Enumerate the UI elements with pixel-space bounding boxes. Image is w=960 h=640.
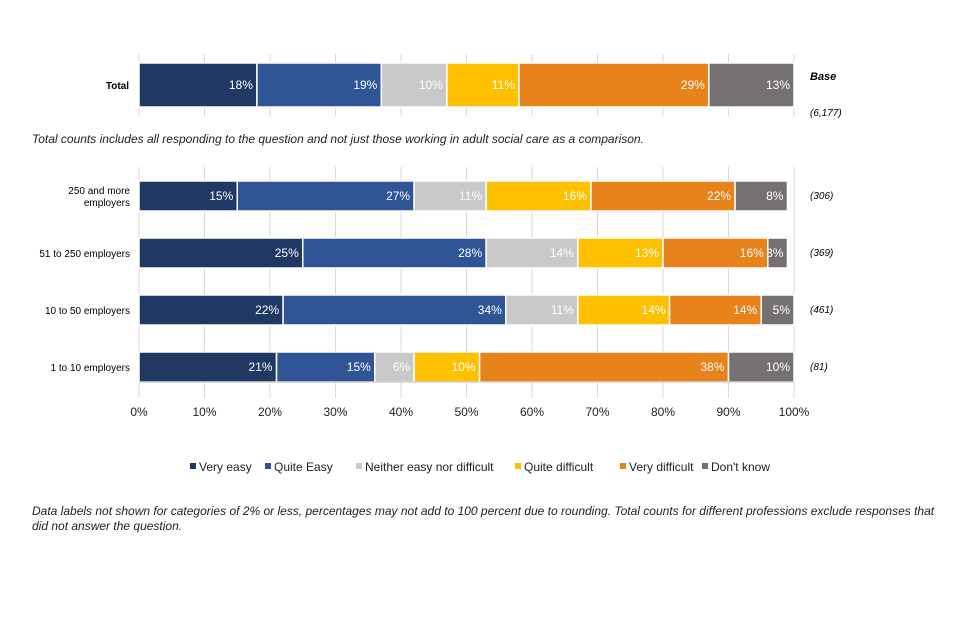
bar-row-0-data-label: 11% [459, 189, 482, 203]
total-bar-data-label: 13% [766, 78, 790, 92]
footer-note-line-1: Data labels not shown for categories of … [32, 504, 935, 518]
bar-row-1-data-label: 14% [550, 246, 574, 260]
x-tick-label: 70% [585, 405, 609, 419]
total-bar-segment-1 [256, 62, 383, 108]
bar-row-1-segment-5 [767, 237, 789, 269]
total-bar-segment-2 [380, 62, 448, 108]
total-bar-data-label: 19% [353, 78, 377, 92]
bar-row-2-segment-4 [668, 294, 762, 326]
legend-swatch-3 [515, 463, 521, 469]
legend-label: Neither easy nor difficult [365, 460, 494, 474]
legend-swatch-1 [265, 463, 271, 469]
bar-row-0-data-label: 22% [707, 189, 731, 203]
total-note: Total counts includes all responding to … [32, 132, 644, 146]
base-header: Base [810, 71, 836, 83]
bar-row-2-data-label: 14% [642, 303, 666, 317]
legend-swatch-4 [620, 463, 626, 469]
total-bar-data-label: 18% [229, 78, 253, 92]
bar-row-2-data-label: 5% [773, 303, 791, 317]
bar-row-3-segment-0 [138, 351, 278, 383]
bar-row-2-segment-5 [760, 294, 795, 326]
total-bar-data-label: 11% [492, 78, 515, 92]
legend-swatch-5 [702, 463, 708, 469]
base-count: (306) [810, 191, 833, 202]
bar-row-2-segment-1 [282, 294, 507, 326]
total-bar-data-label: 10% [419, 78, 443, 92]
total-bar-segment-0 [138, 62, 258, 108]
bar-row-0-segment-1 [236, 180, 415, 212]
category-label: 1 to 10 employers [51, 363, 131, 374]
footer-note-line-2: did not answer the question. [32, 519, 183, 533]
category-label: 51 to 250 employers [39, 249, 130, 260]
legend-label: Very difficult [629, 460, 694, 474]
base-count: (81) [810, 362, 828, 373]
x-tick-label: 100% [779, 405, 810, 419]
x-tick-label: 60% [520, 405, 544, 419]
x-tick-label: 0% [130, 405, 148, 419]
total-bar-segment-3 [446, 62, 520, 108]
bar-row-3-data-label: 15% [347, 360, 371, 374]
total-base-count: (6,177) [810, 108, 842, 119]
bar-row-3-segment-4 [478, 351, 730, 383]
bar-row-0-data-label: 27% [386, 189, 410, 203]
x-tick-label: 50% [454, 405, 478, 419]
bar-row-1-data-label: 3% [766, 246, 784, 260]
bar-row-2-data-label: 11% [551, 303, 574, 317]
bar-row-1-segment-2 [485, 237, 579, 269]
bar-row-0-data-label: 15% [209, 189, 233, 203]
total-category-label: Total [106, 81, 129, 92]
bar-row-1-segment-0 [138, 237, 304, 269]
bar-row-1-segment-1 [302, 237, 487, 269]
bar-row-1-data-label: 13% [635, 246, 659, 260]
base-count: (369) [810, 248, 833, 259]
legend-swatch-0 [190, 463, 196, 469]
footer-note: Data labels not shown for categories of … [32, 504, 934, 534]
bar-row-1-data-label: 28% [458, 246, 482, 260]
bar-row-2-data-label: 14% [733, 303, 757, 317]
bar-row-3-data-label: 6% [393, 360, 411, 374]
category-label: employers [84, 198, 130, 209]
total-bar-segment-4 [518, 62, 710, 108]
legend-swatch-2 [356, 463, 362, 469]
x-tick-label: 10% [192, 405, 216, 419]
legend-label: Don't know [711, 460, 770, 474]
x-tick-label: 90% [716, 405, 740, 419]
total-bar-segment-5 [708, 62, 795, 108]
bar-row-0-segment-0 [138, 180, 238, 212]
bar-row-3-data-label: 21% [249, 360, 273, 374]
bar-row-2-data-label: 34% [478, 303, 502, 317]
x-tick-label: 80% [651, 405, 675, 419]
category-label: 10 to 50 employers [45, 306, 130, 317]
bar-row-3-data-label: 10% [452, 360, 476, 374]
bar-row-0-data-label: 8% [766, 189, 784, 203]
bar-row-2-segment-0 [138, 294, 284, 326]
bar-row-0-data-label: 16% [563, 189, 587, 203]
bar-row-3-data-label: 10% [766, 360, 790, 374]
total-bar-data-label: 29% [681, 78, 705, 92]
bar-row-0-segment-5 [734, 180, 789, 212]
x-tick-label: 30% [323, 405, 347, 419]
bar-row-3-segment-1 [275, 351, 376, 383]
bar-row-1-data-label: 25% [275, 246, 299, 260]
x-tick-label: 20% [258, 405, 282, 419]
legend-label: Quite Easy [274, 460, 333, 474]
category-label: 250 and more [68, 186, 130, 197]
legend-label: Very easy [199, 460, 252, 474]
bar-row-0-segment-3 [485, 180, 592, 212]
bar-row-1-data-label: 16% [740, 246, 764, 260]
bar-row-2-data-label: 22% [255, 303, 279, 317]
x-tick-label: 40% [389, 405, 413, 419]
bar-row-3-data-label: 38% [700, 360, 724, 374]
legend-label: Quite difficult [524, 460, 594, 474]
base-count: (461) [810, 305, 833, 316]
